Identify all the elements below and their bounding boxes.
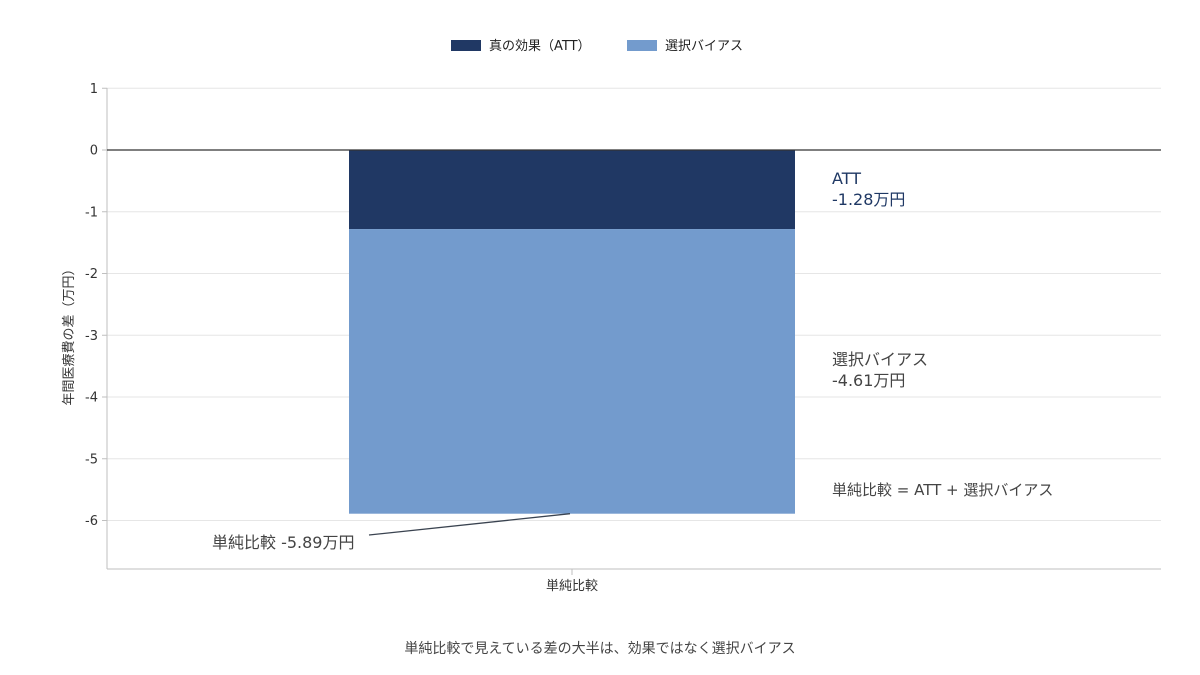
y-axis-label: 年間医療費の差（万円） bbox=[62, 262, 77, 405]
y-tick-label: -5 bbox=[85, 452, 98, 467]
legend-label-att: 真の効果（ATT） bbox=[489, 39, 591, 54]
att-annotation-value: -1.28万円 bbox=[832, 190, 905, 209]
legend-label-bias: 選択バイアス bbox=[665, 39, 743, 54]
legend: 真の効果（ATT） 選択バイアス bbox=[451, 39, 743, 54]
y-tick-labels: 1 0 -1 -2 -3 -4 -5 -6 bbox=[85, 82, 107, 529]
bars bbox=[349, 150, 795, 514]
y-tick-label: -2 bbox=[85, 267, 98, 282]
equation-annotation: 単純比較 = ATT + 選択バイアス bbox=[832, 481, 1053, 499]
bar-selection-bias bbox=[349, 229, 795, 514]
x-tick-label: 単純比較 bbox=[546, 578, 598, 594]
bias-annotation-title: 選択バイアス bbox=[832, 350, 928, 369]
total-leader-line bbox=[368, 513, 571, 536]
chart-caption: 単純比較で見えている差の大半は、効果ではなく選択バイアス bbox=[404, 641, 795, 657]
bias-annotation-value: -4.61万円 bbox=[832, 371, 905, 390]
legend-swatch-att bbox=[451, 40, 481, 51]
legend-swatch-bias bbox=[627, 40, 657, 51]
y-tick-label: -4 bbox=[85, 391, 98, 406]
att-annotation-title: ATT bbox=[832, 169, 861, 188]
y-tick-label: 0 bbox=[90, 144, 98, 159]
total-annotation: 単純比較 -5.89万円 bbox=[212, 533, 355, 552]
y-tick-label: -6 bbox=[85, 514, 98, 529]
y-tick-label: -3 bbox=[85, 329, 98, 344]
y-tick-label: 1 bbox=[90, 82, 98, 97]
bar-att bbox=[349, 150, 795, 230]
y-tick-label: -1 bbox=[85, 205, 98, 220]
